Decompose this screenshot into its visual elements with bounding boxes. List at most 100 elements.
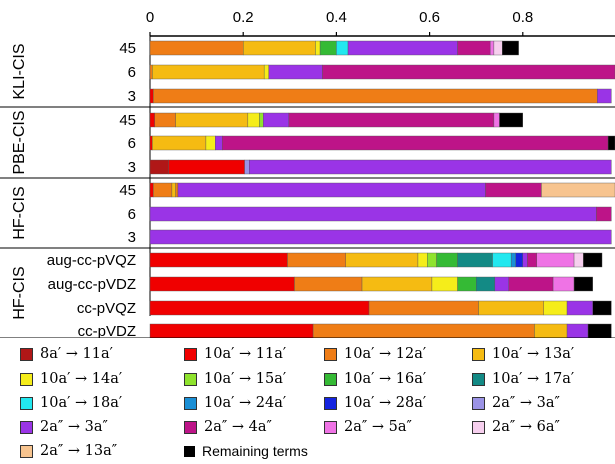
bar-segment — [288, 112, 495, 128]
bar-segment — [149, 88, 154, 104]
legend-swatch — [472, 420, 485, 434]
bar-segment — [149, 300, 370, 316]
group-label: PBE-CIS — [11, 110, 28, 174]
bar-segment — [315, 40, 321, 56]
bar-segment — [499, 112, 523, 128]
bar-segment — [153, 182, 173, 198]
legend-label: 2a″ → 6a″ — [492, 419, 560, 435]
bar-segment — [149, 159, 169, 175]
bar-segment — [493, 40, 503, 56]
bar-segment — [149, 64, 153, 80]
bar-segment — [478, 300, 544, 316]
legend-swatch — [184, 372, 197, 386]
legend-swatch — [324, 372, 337, 386]
bar-segment — [247, 112, 260, 128]
bar-segment — [345, 252, 419, 268]
bar-segment — [322, 64, 615, 80]
bar-segment — [573, 252, 584, 268]
bar-segment — [492, 252, 512, 268]
bar-segment — [494, 276, 510, 292]
legend-swatch — [184, 347, 197, 361]
legend-item: 10a′ → 16a′ — [324, 371, 426, 387]
legend-label: 10a′ → 28a′ — [344, 395, 427, 411]
bar-segment — [508, 276, 554, 292]
row-label: 45 — [119, 182, 136, 199]
row-label: cc-pVQZ — [77, 300, 136, 317]
legend-label: 8a′ → 11a′ — [40, 346, 113, 362]
x-tick-label: 0.8 — [512, 9, 533, 26]
legend-label: 10a′ → 17a′ — [492, 371, 575, 387]
legend-item: Remaining terms — [184, 443, 308, 459]
bar-segment — [149, 229, 612, 245]
bar-segment — [457, 252, 493, 268]
bar-segment — [177, 182, 486, 198]
row-label: 6 — [128, 135, 136, 152]
bar-segment — [515, 252, 523, 268]
legend-item: 10a′ → 12a′ — [324, 346, 426, 362]
bar-segment — [431, 276, 458, 292]
legend-item: 10a′ → 11a′ — [184, 346, 286, 362]
row-label: aug-cc-pVDZ — [48, 276, 136, 293]
legend-swatch — [20, 420, 33, 434]
bar-segment — [215, 135, 223, 151]
legend-label: 2a″ → 5a″ — [344, 419, 412, 435]
bar-segment — [152, 135, 207, 151]
bar-segment — [149, 182, 154, 198]
bar-segment — [485, 182, 542, 198]
x-tick-label: 0.2 — [233, 9, 254, 26]
legend-label: 10a′ → 14a′ — [40, 371, 123, 387]
bar-segment — [587, 323, 612, 338]
bar-segment — [171, 182, 176, 198]
bar-segment — [536, 252, 575, 268]
bar-segment — [312, 323, 535, 338]
bar-segment — [510, 252, 517, 268]
bar-segment — [566, 323, 589, 338]
bar-segment — [263, 112, 290, 128]
bar-segment — [149, 252, 288, 268]
group-label: KLI-CIS — [11, 43, 28, 99]
bar-segment — [368, 300, 479, 316]
row-label: 6 — [128, 206, 136, 223]
row-label: 45 — [119, 112, 136, 129]
bar-segment — [249, 159, 612, 175]
bar-segment — [152, 64, 265, 80]
bar-segment — [566, 300, 593, 316]
row-label: 3 — [128, 88, 136, 105]
legend-item: 2a″ → 5a″ — [324, 419, 412, 435]
bar-segment — [592, 300, 612, 316]
bar-segment — [552, 276, 575, 292]
legend-item: 10a′ → 28a′ — [324, 395, 426, 411]
legend-swatch — [20, 396, 33, 410]
bar-segment — [427, 252, 437, 268]
row-label: 45 — [119, 40, 136, 57]
x-tick-label: 0 — [146, 9, 154, 26]
bar-segment — [502, 40, 519, 56]
legend-label: 10a′ → 13a′ — [492, 346, 575, 362]
legend-label: 2a″ → 4a″ — [204, 419, 272, 435]
bar-segment — [522, 252, 528, 268]
bar-segment — [457, 40, 491, 56]
bar-segment — [607, 135, 615, 151]
bar-segment — [259, 112, 264, 128]
bar-segment — [489, 40, 495, 56]
row-label: cc-pVDZ — [78, 323, 136, 338]
bar-segment — [534, 323, 568, 338]
legend-swatch — [184, 420, 197, 434]
bar-segment — [436, 252, 458, 268]
row-label: aug-cc-pVQZ — [47, 252, 136, 269]
legend-item: 10a′ → 15a′ — [184, 371, 286, 387]
bar-segment — [149, 323, 314, 338]
x-tick-label: 0.4 — [326, 9, 347, 26]
legend-swatch — [324, 420, 337, 434]
legend-swatch — [472, 347, 485, 361]
bar-segment — [457, 276, 477, 292]
bar-segment — [149, 135, 153, 151]
row-label: 3 — [128, 159, 136, 176]
bar-segment — [527, 252, 537, 268]
bar-segment — [596, 206, 612, 222]
legend-item: 2a″ → 3a″ — [20, 419, 108, 435]
legend-swatch — [184, 396, 197, 410]
legend-label: 2a″ → 3a″ — [492, 395, 560, 411]
bar-segment — [417, 252, 428, 268]
bar-segment — [149, 112, 155, 128]
